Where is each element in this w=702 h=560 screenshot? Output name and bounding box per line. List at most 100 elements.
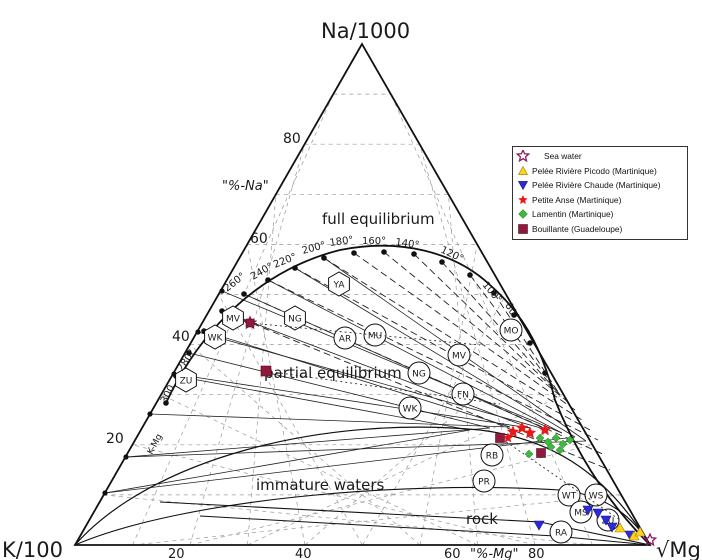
sample-code-ar: AR	[333, 326, 357, 350]
sample-code-mv: MV	[222, 305, 244, 331]
left-edge-dot	[147, 411, 153, 417]
square-icon	[516, 223, 530, 235]
data-point-star-filled	[506, 425, 520, 438]
triangle-down-icon	[516, 179, 530, 191]
equilibrium-dot	[321, 255, 327, 261]
sample-code-markers: YANGARMUMVNGFNWKMOWKZUMVRBPRWTWSRAMSZU	[175, 271, 620, 544]
temperature-label: 80°	[502, 301, 520, 322]
svg-text:AR: AR	[339, 335, 351, 345]
left-edge-points	[102, 288, 225, 496]
data-point-star-filled	[538, 423, 552, 436]
data-point-square	[495, 433, 505, 443]
star-filled-icon	[516, 194, 530, 206]
sample-code-ya: YA	[328, 271, 350, 297]
legend-item: Lamentin (Martinique)	[516, 207, 684, 222]
data-point-diamond	[524, 449, 534, 459]
sample-code-pr: PR	[472, 469, 496, 493]
side-tick-label: 40	[172, 329, 190, 345]
svg-text:NG: NG	[288, 315, 302, 325]
left-edge-dot	[102, 490, 108, 496]
sample-code-wk: WK	[204, 324, 226, 350]
legend-label: Pelée Rivière Picodo (Martinique)	[532, 165, 657, 176]
svg-text:MV: MV	[452, 352, 467, 362]
isotherm-lines	[221, 251, 611, 471]
svg-text:WK: WK	[208, 334, 224, 344]
full-equilibrium-curve	[165, 244, 651, 546]
data-point-triangle-down	[582, 505, 594, 516]
temperature-label: 140°	[395, 237, 420, 251]
temperature-label: 260°	[222, 271, 248, 295]
svg-text:MO: MO	[504, 327, 519, 337]
data-point-triangle-down	[600, 515, 612, 526]
svg-text:MU: MU	[368, 332, 382, 342]
side-tick-label: 60	[250, 231, 268, 247]
side-tick-label: 80	[283, 131, 301, 147]
data-point-star-filled	[515, 421, 529, 434]
sample-code-mv: MV	[447, 343, 471, 367]
partial-equilibrium-boundary	[74, 426, 651, 546]
data-point-star-outline	[642, 532, 658, 547]
svg-text:ZU: ZU	[180, 377, 193, 387]
svg-text:WT: WT	[562, 492, 577, 502]
equilibrium-dot	[265, 277, 271, 283]
svg-text:FN: FN	[457, 391, 469, 401]
data-point-square	[260, 365, 272, 377]
legend-item: Pelée Rivière Chaude (Martinique)	[516, 178, 684, 193]
sample-code-rb: RB	[480, 443, 504, 467]
legend-item: Petite Anse (Martinique)	[516, 193, 684, 208]
left-edge-dot	[219, 288, 225, 294]
mg-percent-label: "%-Mg"	[470, 547, 518, 560]
data-point-star-filled	[502, 432, 514, 443]
diamond-icon	[516, 208, 530, 220]
sample-code-zu: ZU	[175, 367, 197, 393]
bottom-tick-label: 60	[444, 547, 461, 560]
data-point-triangle-down	[533, 520, 545, 531]
sample-code-ws: WS	[584, 483, 608, 507]
equilibrium-dot	[411, 251, 417, 257]
full-equilibrium-label: full equilibrium	[322, 210, 435, 228]
legend: Sea water Pelée Rivière Picodo (Martiniqu…	[512, 146, 688, 240]
svg-text:WS: WS	[589, 492, 604, 502]
equilibrium-dot	[186, 350, 192, 356]
bottom-tick-label: 20	[168, 547, 185, 560]
data-point-diamond	[551, 433, 561, 443]
legend-item: Pelée Rivière Picodo (Martinique)	[516, 164, 684, 179]
svg-text:RA: RA	[555, 529, 568, 539]
sample-code-mo: MO	[499, 318, 523, 342]
data-point-triangle-up	[634, 526, 646, 537]
sample-code-ng: NG	[284, 305, 306, 331]
equilibrium-dot	[351, 250, 357, 256]
svg-text:WK: WK	[403, 405, 419, 415]
svg-text:NG: NG	[412, 370, 426, 380]
bottom-tick-label: 80	[528, 547, 545, 560]
legend-label: Sea water	[544, 151, 582, 162]
data-points	[242, 315, 658, 547]
sample-code-ng: NG	[407, 361, 431, 385]
apex-label-na: Na/1000	[321, 19, 410, 43]
na-percent-label: "%-Na"	[222, 179, 269, 194]
data-point-star-filled	[523, 426, 537, 439]
legend-label: Petite Anse (Martinique)	[532, 194, 622, 205]
ternary-triangle	[73, 42, 652, 546]
temperature-label: 180°	[329, 235, 354, 249]
rock-label: rock	[466, 510, 498, 528]
data-point-diamond	[565, 435, 575, 445]
data-point-diamond	[555, 445, 565, 455]
legend-label: Lamentin (Martinique)	[532, 209, 614, 220]
immature-waters-label: immature waters	[256, 476, 385, 494]
equilibrium-dot	[163, 400, 169, 406]
svg-text:MV: MV	[226, 315, 241, 325]
k-mg-label: K-Mg	[146, 433, 165, 457]
data-point-triangle-down	[606, 522, 618, 533]
temperature-label: 160°	[362, 236, 386, 247]
svg-text:YA: YA	[333, 281, 346, 291]
equilibrium-dot	[467, 272, 473, 278]
side-tick-labels: 80 60 40 20	[106, 131, 301, 447]
legend-item: Sea water	[516, 149, 684, 164]
legend-item: Bouillante (Guadeloupe)	[516, 222, 684, 237]
left-edge-dot	[123, 454, 129, 460]
side-tick-label: 20	[106, 431, 124, 447]
star-outline-icon	[516, 150, 530, 163]
equilibrium-dot	[241, 291, 247, 297]
legend-label: Pelée Rivière Chaude (Martinique)	[532, 180, 661, 191]
